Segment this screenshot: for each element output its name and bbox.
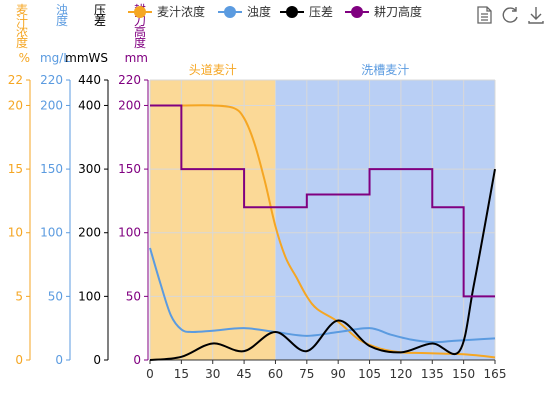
y-axis-title-knife: 刀 (134, 14, 146, 28)
legend-marker (286, 6, 298, 18)
y-axis-title-wort: 度 (16, 35, 28, 50)
series-line-turbidity (149, 247, 496, 344)
y-axis-unit-turbidity: mg/L (40, 51, 70, 65)
series-line-wort (150, 104, 496, 359)
x-tick-label: 150 (452, 367, 475, 381)
region-band (275, 80, 495, 360)
series-line-pressure (149, 168, 496, 361)
y-tick-label-knife: 200 (118, 98, 141, 112)
y-axis-title-turbidity: 度 (56, 13, 68, 28)
legend-label: 麦汁浓度 (157, 4, 205, 19)
legend-marker (224, 6, 236, 18)
y-axis-title-wort: 麦 (16, 3, 28, 17)
download-icon[interactable] (525, 4, 547, 26)
y-tick-label-pressure: 100 (78, 289, 101, 303)
y-tick-label-wort: 5 (15, 289, 23, 303)
x-tick-label: 135 (421, 367, 444, 381)
y-tick-label-wort: 0 (15, 353, 23, 367)
y-tick-label-turbidity: 200 (40, 98, 63, 112)
y-tick-label-pressure: 300 (78, 162, 101, 176)
legend-label: 耕刀高度 (374, 4, 422, 19)
y-tick-label-pressure: 0 (93, 353, 101, 367)
y-tick-label-pressure: 440 (78, 73, 101, 87)
y-tick-label-turbidity: 100 (40, 226, 63, 240)
region-label: 头道麦汁 (189, 63, 237, 77)
series-line-knife (150, 104, 495, 298)
x-tick-label: 15 (174, 367, 189, 381)
y-axis-unit-knife: mm (125, 51, 148, 65)
x-tick-label: 60 (268, 367, 283, 381)
x-tick-label: 105 (358, 367, 381, 381)
y-tick-label-wort: 10 (8, 226, 23, 240)
x-tick-label: 0 (146, 367, 154, 381)
y-tick-label-knife: 150 (118, 162, 141, 176)
x-tick-label: 75 (299, 367, 314, 381)
x-tick-label: 30 (205, 367, 220, 381)
region-label: 洗槽麦汁 (361, 63, 409, 77)
y-tick-label-knife: 220 (118, 73, 141, 87)
y-axis-title-knife: 度 (134, 35, 146, 50)
x-tick-label: 45 (236, 367, 251, 381)
y-tick-label-wort: 15 (8, 162, 23, 176)
y-axis-unit-wort: % (19, 51, 30, 65)
y-axis-title-pressure: 压 (94, 3, 106, 17)
legend-marker (351, 6, 363, 18)
x-tick-label: 90 (331, 367, 346, 381)
legend-marker (134, 6, 146, 18)
y-tick-label-wort: 20 (8, 98, 23, 112)
x-tick-label: 165 (484, 367, 507, 381)
y-tick-label-wort: 22 (8, 73, 23, 87)
legend-label: 浊度 (247, 4, 271, 19)
y-axis-title-knife: 高 (134, 24, 146, 39)
document-icon[interactable] (473, 4, 495, 26)
y-tick-label-pressure: 200 (78, 226, 101, 240)
y-tick-label-turbidity: 220 (40, 73, 63, 87)
y-tick-label-turbidity: 0 (55, 353, 63, 367)
y-tick-label-turbidity: 150 (40, 162, 63, 176)
y-axis-title-wort: 汁 (16, 14, 28, 28)
y-tick-label-knife: 100 (118, 226, 141, 240)
y-tick-label-knife: 50 (126, 289, 141, 303)
y-tick-label-knife: 0 (133, 353, 141, 367)
y-axis-title-pressure: 差 (94, 14, 106, 28)
x-tick-label: 120 (389, 367, 412, 381)
y-axis-title-wort: 浓 (16, 25, 28, 39)
y-tick-label-turbidity: 50 (48, 289, 63, 303)
y-tick-label-pressure: 400 (78, 98, 101, 112)
y-axis-unit-pressure: mmWS (65, 51, 108, 65)
y-axis-title-turbidity: 浊 (56, 3, 68, 17)
refresh-icon[interactable] (499, 4, 521, 26)
legend-label: 压差 (309, 5, 333, 19)
